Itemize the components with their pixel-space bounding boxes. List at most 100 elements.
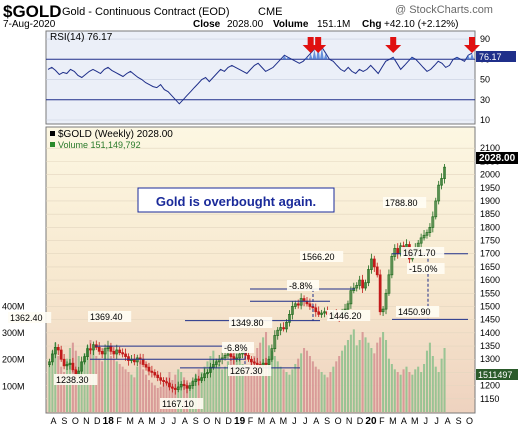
price-candle bbox=[188, 382, 192, 391]
x-tick-label: N bbox=[346, 416, 353, 426]
volume-bar bbox=[142, 369, 145, 412]
x-tick-label: S bbox=[456, 416, 462, 426]
volume-bar bbox=[136, 366, 139, 412]
svg-text:1671.70: 1671.70 bbox=[403, 248, 436, 258]
volume-bar bbox=[288, 374, 291, 412]
red-arrow-icon bbox=[464, 37, 480, 53]
price-annotation: 1349.80 bbox=[229, 317, 273, 328]
volume-badge: 1511497 bbox=[476, 369, 518, 380]
x-tick-label: A bbox=[138, 416, 144, 426]
x-tick-label: M bbox=[126, 416, 134, 426]
price-candle bbox=[68, 358, 72, 370]
x-tick-label: O bbox=[335, 416, 342, 426]
svg-text:2028.00: 2028.00 bbox=[479, 153, 516, 164]
volume-bar bbox=[393, 369, 396, 412]
svg-text:$GOLD (Weekly) 2028.00: $GOLD (Weekly) 2028.00 bbox=[58, 129, 173, 140]
svg-text:1238.30: 1238.30 bbox=[56, 375, 89, 385]
volume-label: Volume bbox=[273, 19, 309, 30]
volume-bar bbox=[399, 374, 402, 412]
x-tick-label: N bbox=[83, 416, 90, 426]
price-candle bbox=[358, 275, 362, 290]
volume-bar bbox=[115, 361, 118, 412]
price-candle bbox=[112, 347, 116, 359]
volume-bar bbox=[101, 361, 104, 412]
x-tick-label: F bbox=[379, 416, 385, 426]
x-tick-label: D bbox=[225, 416, 232, 426]
volume-bar bbox=[376, 342, 379, 412]
volume-bar bbox=[341, 350, 344, 412]
x-tick-label: M bbox=[148, 416, 156, 426]
volume-bar bbox=[323, 374, 326, 412]
red-arrow-icon bbox=[310, 37, 327, 53]
price-tick-label: 1600 bbox=[480, 275, 500, 285]
price-candle bbox=[173, 384, 177, 395]
price-candle bbox=[419, 233, 423, 249]
volume-bar bbox=[156, 388, 159, 412]
svg-text:Gold is overbought again.: Gold is overbought again. bbox=[156, 194, 316, 209]
volume-bar bbox=[171, 380, 174, 412]
price-tick-label: 1650 bbox=[480, 262, 500, 272]
volume-bar bbox=[150, 382, 153, 412]
volume-tick-label: 300M bbox=[2, 328, 25, 338]
svg-text:1566.20: 1566.20 bbox=[302, 252, 335, 262]
x-tick-label: A bbox=[50, 416, 56, 426]
x-tick-label: J bbox=[172, 416, 177, 426]
price-tick-label: 1500 bbox=[480, 301, 500, 311]
price-candle bbox=[65, 361, 69, 371]
price-candle bbox=[62, 353, 66, 370]
exchange: CME bbox=[258, 6, 282, 18]
price-candle bbox=[100, 348, 104, 359]
svg-text:1362.40: 1362.40 bbox=[10, 313, 43, 323]
price-candle bbox=[156, 370, 160, 382]
price-candle bbox=[197, 375, 201, 386]
volume-bar bbox=[279, 366, 282, 412]
x-tick-label: 20 bbox=[365, 416, 377, 427]
volume-bar bbox=[247, 366, 250, 412]
x-tick-label: S bbox=[193, 416, 199, 426]
volume-bar bbox=[326, 377, 329, 412]
x-tick-label: S bbox=[324, 416, 330, 426]
volume-bar bbox=[297, 358, 300, 412]
price-candle bbox=[206, 369, 209, 378]
svg-text:1511497: 1511497 bbox=[478, 370, 512, 380]
price-candle bbox=[176, 381, 180, 393]
volume-bar bbox=[244, 369, 247, 412]
volume-bar bbox=[270, 350, 273, 412]
price-tick-label: 1950 bbox=[480, 183, 500, 193]
volume-bar bbox=[235, 353, 238, 412]
volume-bar bbox=[253, 356, 256, 412]
volume-bar bbox=[65, 358, 69, 412]
rsi-panel bbox=[45, 30, 476, 125]
volume-bar bbox=[200, 372, 203, 412]
symbol: $GOLD bbox=[3, 2, 62, 21]
price-candle bbox=[182, 380, 186, 390]
volume-bar bbox=[305, 350, 309, 412]
volume-axis: 400M 300M 200M 100M bbox=[2, 301, 25, 391]
x-tick-label: J bbox=[434, 416, 439, 426]
price-candle bbox=[194, 373, 198, 386]
volume-bar bbox=[112, 358, 115, 412]
price-tick-label: 1150 bbox=[480, 394, 499, 404]
chg-value: +42.10 (+2.12%) bbox=[384, 19, 459, 30]
volume-bar bbox=[98, 358, 101, 412]
volume-bar bbox=[209, 356, 212, 412]
volume-bar bbox=[329, 372, 332, 412]
price-candle bbox=[59, 345, 63, 362]
annotation-labels: 1362.40 1238.30 1369.40 1167.10 1349.80 -6.8%… bbox=[8, 197, 445, 409]
price-candle bbox=[214, 358, 218, 368]
volume-bar bbox=[118, 364, 121, 412]
volume-bar bbox=[384, 340, 388, 412]
x-axis: A S O N D 18 F M A M J J A S O N D 19 F M A M J J A S O N D 20 F M A M J J A… bbox=[46, 412, 475, 427]
volume-bar bbox=[382, 332, 385, 412]
red-arrow-icon bbox=[385, 37, 402, 53]
x-tick-label: M bbox=[280, 416, 288, 426]
x-tick-label: F bbox=[248, 416, 254, 426]
price-tick-label: 1750 bbox=[480, 236, 500, 246]
volume-bar bbox=[300, 353, 303, 412]
volume-bar bbox=[197, 369, 200, 412]
price-candle bbox=[162, 377, 165, 387]
volume-bar bbox=[183, 377, 186, 412]
volume-tick-label: 100M bbox=[2, 381, 25, 391]
price-candle bbox=[118, 346, 122, 356]
